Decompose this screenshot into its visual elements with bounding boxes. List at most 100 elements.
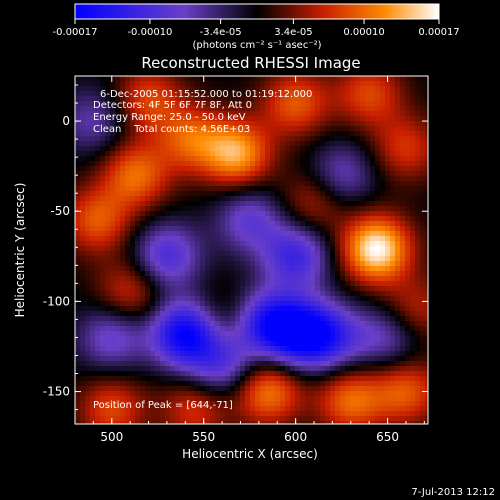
heatmap-cell — [100, 221, 106, 227]
heatmap-cell — [310, 296, 316, 302]
heatmap-cell — [240, 301, 246, 307]
heatmap-cell — [180, 251, 186, 257]
heatmap-cell — [120, 146, 126, 152]
heatmap-cell — [260, 106, 266, 112]
heatmap-cell — [245, 376, 251, 382]
heatmap-cell — [410, 406, 416, 412]
heatmap-cell — [100, 251, 106, 257]
heatmap-cell — [325, 296, 331, 302]
heatmap-cell — [400, 341, 406, 347]
heatmap-cell — [325, 396, 331, 402]
heatmap-cell — [195, 346, 201, 352]
heatmap-cell — [355, 151, 361, 157]
heatmap-cell — [285, 136, 291, 142]
heatmap-cell — [100, 356, 106, 362]
heatmap-cell — [180, 376, 186, 382]
heatmap-cell — [375, 211, 381, 217]
heatmap-cell — [120, 151, 126, 157]
heatmap-cell — [230, 96, 236, 102]
heatmap-cell — [215, 401, 221, 407]
heatmap-cell — [395, 206, 401, 212]
heatmap-cell — [85, 271, 91, 277]
heatmap-cell — [135, 316, 141, 322]
heatmap-cell — [370, 231, 376, 237]
heatmap-cell — [215, 306, 221, 312]
heatmap-cell — [230, 86, 236, 92]
heatmap-cell — [215, 256, 221, 262]
heatmap-cell — [375, 236, 381, 242]
heatmap-cell — [205, 266, 211, 272]
heatmap-cell — [135, 86, 141, 92]
heatmap-cell — [275, 366, 281, 372]
heatmap-cell — [345, 241, 351, 247]
heatmap-cell — [365, 281, 371, 287]
heatmap-cell — [215, 241, 221, 247]
heatmap-cell — [365, 96, 371, 102]
heatmap-cell — [230, 166, 236, 172]
heatmap-cell — [180, 86, 186, 92]
heatmap-cell — [325, 286, 331, 292]
heatmap-cell — [155, 366, 161, 372]
heatmap-cell — [75, 146, 81, 152]
heatmap-cell — [145, 301, 151, 307]
heatmap-cell — [165, 126, 171, 132]
heatmap-cell — [90, 351, 96, 357]
heatmap-cell — [145, 251, 151, 257]
heatmap-cell — [320, 106, 326, 112]
heatmap-cell — [380, 161, 386, 167]
heatmap-cell — [355, 121, 361, 127]
heatmap-cell — [275, 336, 281, 342]
heatmap-cell — [310, 156, 316, 162]
heatmap-cell — [380, 111, 386, 117]
heatmap-cell — [310, 111, 316, 117]
heatmap-cell — [175, 401, 181, 407]
heatmap-cell — [355, 261, 361, 267]
heatmap-cell — [390, 196, 396, 202]
heatmap-cell — [115, 276, 121, 282]
heatmap-cell — [250, 406, 256, 412]
heatmap-cell — [225, 321, 231, 327]
heatmap-cell — [100, 296, 106, 302]
heatmap-cell — [195, 166, 201, 172]
heatmap-cell — [295, 156, 301, 162]
heatmap-cell — [360, 351, 366, 357]
heatmap-cell — [350, 281, 356, 287]
heatmap-cell — [305, 191, 311, 197]
colorbar-unit-label: (photons cm⁻² s⁻¹ asec⁻²) — [192, 40, 321, 51]
heatmap-cell — [350, 391, 356, 397]
heatmap-cell — [390, 306, 396, 312]
heatmap-cell — [375, 206, 381, 212]
heatmap-cell — [390, 291, 396, 297]
heatmap-cell — [280, 396, 286, 402]
heatmap-cell — [205, 126, 211, 132]
heatmap-cell — [185, 291, 191, 297]
heatmap-cell — [145, 416, 151, 422]
heatmap-cell — [145, 276, 151, 282]
heatmap-cell — [305, 241, 311, 247]
heatmap-cell — [285, 251, 291, 257]
heatmap-cell — [375, 166, 381, 172]
heatmap-cell — [280, 266, 286, 272]
heatmap-cell — [230, 251, 236, 257]
heatmap-cell — [290, 361, 296, 367]
heatmap-cell — [425, 341, 428, 347]
heatmap-cell — [145, 371, 151, 377]
heatmap-cell — [125, 131, 131, 137]
heatmap-cell — [415, 191, 421, 197]
heatmap-cell — [350, 156, 356, 162]
heatmap-cell — [145, 176, 151, 182]
heatmap-cell — [175, 206, 181, 212]
heatmap-cell — [325, 251, 331, 257]
heatmap-cell — [120, 171, 126, 177]
heatmap-cell — [145, 256, 151, 262]
heatmap-cell — [355, 211, 361, 217]
heatmap-cell — [335, 251, 341, 257]
heatmap-cell — [320, 191, 326, 197]
heatmap-cell — [210, 206, 216, 212]
heatmap-cell — [310, 291, 316, 297]
heatmap-cell — [365, 251, 371, 257]
heatmap-cell — [130, 141, 136, 147]
heatmap-cell — [145, 261, 151, 267]
heatmap-cell — [100, 271, 106, 277]
heatmap-cell — [390, 391, 396, 397]
